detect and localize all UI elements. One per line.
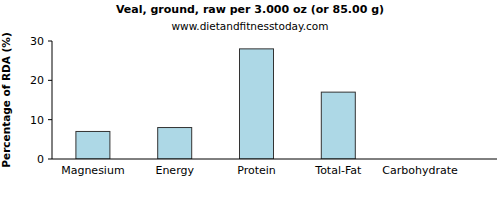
bar [240, 49, 274, 159]
bar [158, 128, 192, 159]
chart-svg: Veal, ground, raw per 3.000 oz (or 85.00… [0, 0, 500, 200]
bars [76, 49, 355, 159]
x-axis [52, 159, 497, 160]
y-tick-label: 10 [30, 114, 44, 127]
y-tick [48, 80, 52, 81]
bar [321, 92, 355, 159]
y-tick [48, 159, 52, 160]
x-tick-label: Magnesium [61, 164, 124, 177]
x-tick-label: Protein [237, 164, 276, 177]
x-tick-label: Carbohydrate [382, 164, 458, 177]
subtitle: www.dietandfitnesstoday.com [172, 20, 329, 32]
y-tick [48, 119, 52, 120]
chart-container: Veal, ground, raw per 3.000 oz (or 85.00… [0, 0, 500, 200]
title: Veal, ground, raw per 3.000 oz (or 85.00… [116, 3, 384, 16]
x-tick-label: Total-Fat [314, 164, 362, 177]
y-tick-label: 0 [37, 153, 44, 166]
y-axis [52, 41, 53, 159]
y-tick-label: 20 [30, 74, 44, 87]
y-tick-label: 30 [30, 35, 44, 48]
bar [76, 131, 110, 159]
x-tick-label: Energy [155, 164, 194, 177]
y-tick [48, 41, 52, 42]
y-axis-label: Percentage of RDA (%) [0, 32, 12, 167]
